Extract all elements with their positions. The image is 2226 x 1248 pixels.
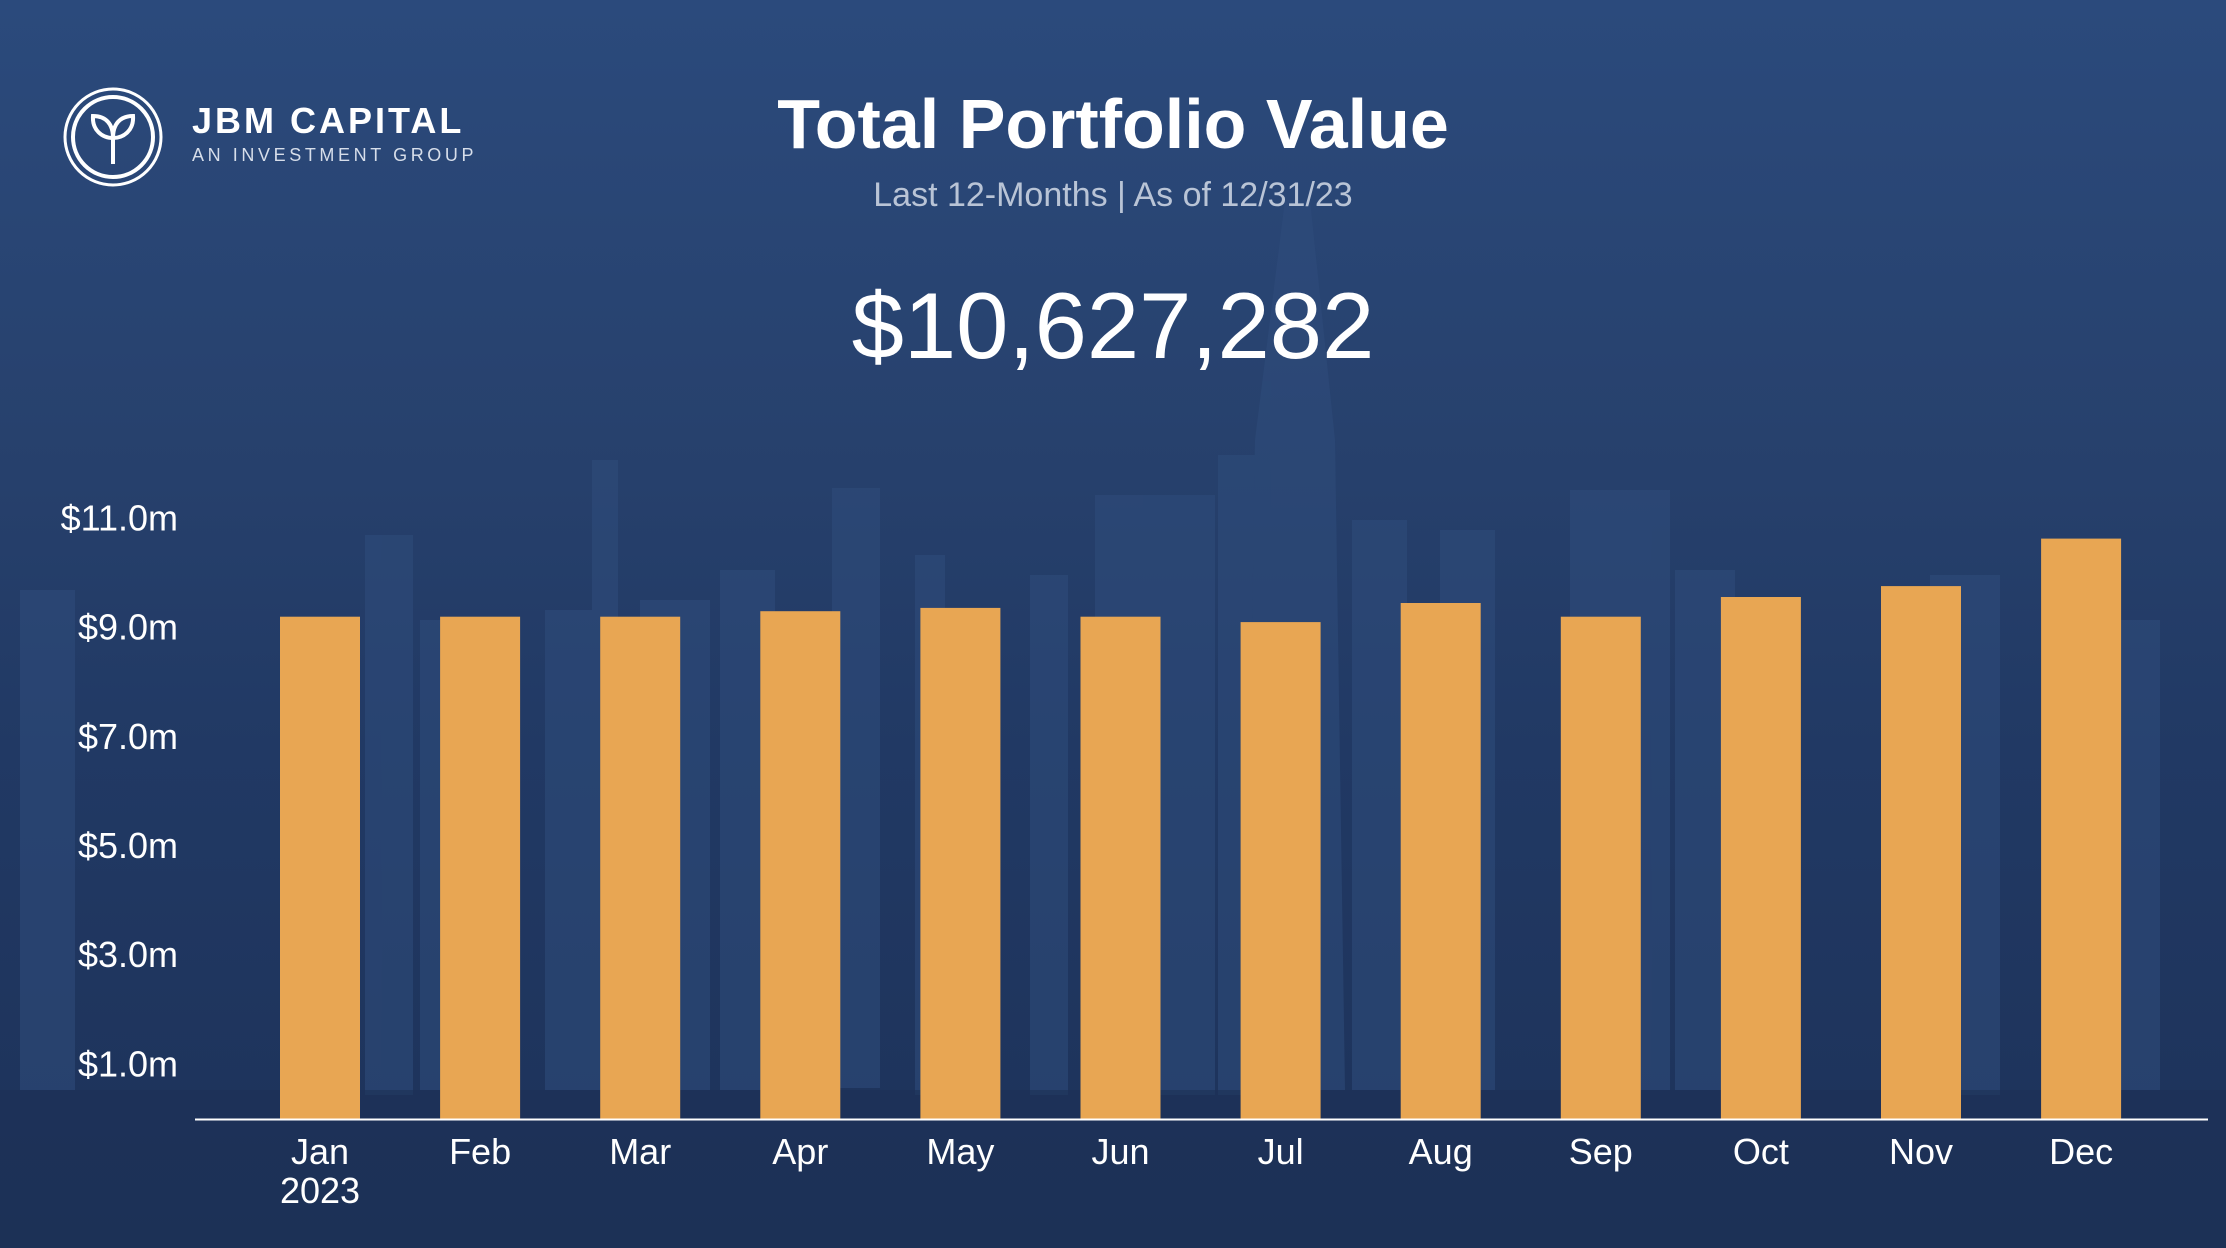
chart-title: Total Portfolio Value: [777, 85, 1449, 163]
bar-may: [920, 607, 1001, 1119]
x-tick-label: Oct: [1733, 1131, 1789, 1172]
x-tick-label: Sep: [1569, 1131, 1633, 1172]
bar-jul: [1240, 622, 1321, 1119]
total-portfolio-value: $10,627,282: [851, 273, 1375, 378]
y-tick-label: $3.0m: [78, 934, 178, 975]
brand-tagline: AN INVESTMENT GROUP: [192, 145, 478, 165]
bar-oct: [1720, 597, 1801, 1119]
x-tick-label: May: [926, 1131, 994, 1172]
x-tick-label: Jan: [291, 1131, 349, 1172]
x-tick-label: Aug: [1409, 1131, 1473, 1172]
bar-sep: [1560, 616, 1641, 1119]
y-tick-label: $9.0m: [78, 607, 178, 648]
x-tick-label: Jun: [1091, 1131, 1149, 1172]
y-tick-label: $7.0m: [78, 716, 178, 757]
y-tick-label: $5.0m: [78, 825, 178, 866]
x-tick-label: Feb: [449, 1131, 511, 1172]
bar-nov: [1881, 586, 1961, 1119]
x-tick-label: Jul: [1258, 1131, 1304, 1172]
x-tick-label: Nov: [1889, 1131, 1953, 1172]
bar-feb: [440, 616, 521, 1119]
y-tick-label: $11.0m: [61, 497, 178, 538]
sprout-circle-icon: [63, 87, 163, 187]
y-tick-label: $1.0m: [78, 1043, 178, 1084]
chart-subtitle: Last 12-Months | As of 12/31/23: [873, 176, 1353, 214]
bar-dec: [2041, 538, 2122, 1119]
bar-apr: [760, 611, 841, 1119]
x-tick-label: Dec: [2049, 1131, 2113, 1172]
x-tick-label: Apr: [772, 1131, 828, 1172]
bar-mar: [600, 616, 681, 1119]
x-tick-label: Mar: [609, 1131, 671, 1172]
x-tick-sublabel: 2023: [280, 1170, 360, 1211]
brand-name: JBM CAPITAL: [192, 100, 465, 141]
bar-jun: [1080, 616, 1161, 1119]
bar-aug: [1400, 603, 1481, 1119]
bar-jan: [280, 616, 360, 1119]
